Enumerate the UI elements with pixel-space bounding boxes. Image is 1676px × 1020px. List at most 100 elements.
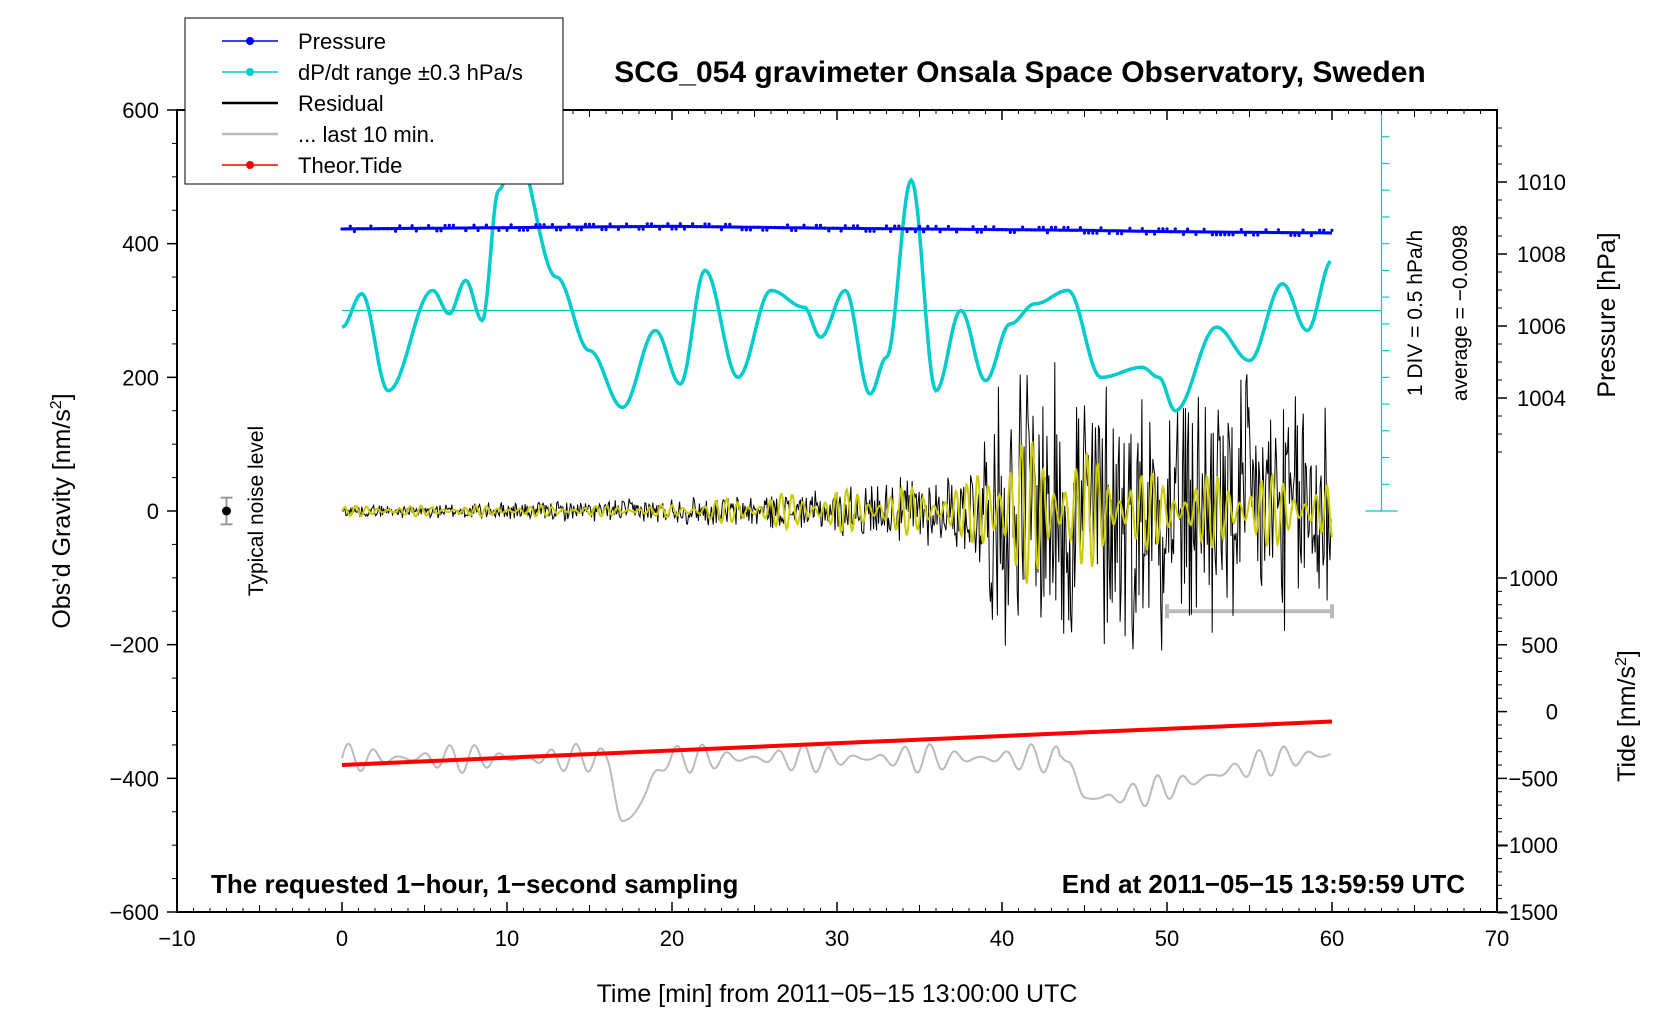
pressure-point xyxy=(955,230,959,234)
pressure-point xyxy=(1054,225,1058,229)
noise-level-label: Typical noise level xyxy=(245,426,268,596)
pressure-point xyxy=(517,228,522,232)
pressure-point xyxy=(356,227,361,231)
tide-axis-title: Tide [nm/s2] xyxy=(1613,650,1641,782)
pressure-point xyxy=(678,222,682,226)
pressure-point xyxy=(538,223,542,227)
pressure-point xyxy=(992,225,996,229)
pressure-tick-label: 1006 xyxy=(1517,314,1566,339)
pressure-point xyxy=(1066,225,1070,230)
pressure-point xyxy=(711,225,715,229)
pressure-point xyxy=(831,226,835,230)
pressure-point xyxy=(1223,233,1227,237)
pressure-point xyxy=(806,226,810,230)
pressure-point xyxy=(1095,231,1099,235)
pressure-point xyxy=(637,227,641,231)
dpdt-average-label: average = −0.0098 xyxy=(1449,225,1472,401)
pressure-point xyxy=(1181,232,1186,236)
pressure-point xyxy=(476,228,480,233)
pressure-point xyxy=(1070,228,1074,232)
annotation-sampling: The requested 1−hour, 1−second sampling xyxy=(211,869,738,899)
pressure-point xyxy=(1025,228,1029,232)
pressure-point xyxy=(1280,231,1285,235)
legend-marker-pressure xyxy=(246,37,254,45)
pressure-point xyxy=(1256,233,1260,237)
left-tick-label: −400 xyxy=(109,766,159,791)
pressure-point xyxy=(658,227,662,231)
pressure-point xyxy=(761,228,765,232)
dpdt-div-label: 1 DIV = 0.5 hPa/h xyxy=(1404,230,1427,396)
pressure-point xyxy=(1049,225,1054,229)
pressure-point xyxy=(1087,231,1091,235)
pressure-point xyxy=(513,226,517,230)
pressure-point xyxy=(1062,225,1066,230)
pressure-point xyxy=(406,226,410,230)
pressure-point xyxy=(1210,233,1214,237)
axes: −10 0 10 20 30 40 50 60 70 −600 −400 −200 0 200 400 600… xyxy=(109,98,1566,951)
x-tick-label: 10 xyxy=(495,926,519,951)
pressure-point xyxy=(567,222,571,227)
pressure-point xyxy=(1111,229,1115,233)
pressure-point xyxy=(451,223,455,227)
pressure-point xyxy=(876,227,880,231)
pressure-point xyxy=(1301,228,1305,232)
pressure-point xyxy=(1120,232,1124,236)
legend-label-dp-dt-range-0-3-hpa-s: dP/dt range ±0.3 hPa/s xyxy=(298,60,523,85)
pressure-point xyxy=(913,230,918,234)
pressure-point xyxy=(802,223,806,227)
legend-marker-dp-dt-range-0-3-hpa-s xyxy=(246,68,254,76)
pressure-point xyxy=(546,225,550,229)
pressure-point xyxy=(497,228,501,232)
pressure-point xyxy=(827,229,831,233)
pressure-point xyxy=(575,228,579,232)
pressure-point xyxy=(1029,228,1033,232)
pressure-point xyxy=(455,226,460,230)
tide-tick-label: 1000 xyxy=(1509,566,1558,591)
pressure-point xyxy=(340,227,344,231)
pressure-point xyxy=(583,222,588,226)
pressure-point xyxy=(818,223,823,227)
pressure-point xyxy=(728,222,732,226)
pressure-point xyxy=(889,229,893,233)
pressure-point xyxy=(509,223,513,227)
pressure-point xyxy=(917,224,922,228)
pressure-point xyxy=(377,227,381,231)
pressure-point xyxy=(427,224,431,228)
left-axis-title: Obs’d Gravity [nm/s2] xyxy=(48,393,76,628)
pressure-point xyxy=(893,224,897,228)
pressure-point xyxy=(369,224,373,228)
pressure-point xyxy=(348,224,352,228)
pressure-point xyxy=(571,225,575,229)
pressure-point xyxy=(930,227,934,231)
pressure-point xyxy=(662,224,666,228)
pressure-point xyxy=(534,223,538,227)
pressure-point xyxy=(942,227,946,231)
pressure-point xyxy=(501,226,505,230)
series-curves xyxy=(220,109,1398,823)
pressure-point xyxy=(1235,230,1239,234)
x-tick-label: 40 xyxy=(990,926,1014,951)
pressure-point xyxy=(1293,233,1297,237)
pressure-point xyxy=(1177,230,1181,234)
pressure-point xyxy=(418,226,422,230)
pressure-point xyxy=(1247,230,1252,234)
pressure-point xyxy=(1326,231,1330,235)
x-tick-label: 0 xyxy=(336,926,348,951)
pressure-point xyxy=(484,223,488,227)
pressure-point xyxy=(579,228,583,232)
pressure-point xyxy=(1313,231,1318,235)
pressure-point xyxy=(414,229,418,233)
pressure-point xyxy=(666,222,670,226)
pressure-point xyxy=(719,228,724,232)
pressure-point xyxy=(926,224,930,228)
pressure-point xyxy=(521,228,526,232)
pressure-point xyxy=(740,228,744,232)
pressure-point xyxy=(352,229,356,234)
pressure-point xyxy=(777,226,781,230)
pressure-point xyxy=(897,224,901,228)
pressure-point xyxy=(1305,231,1309,235)
legend-box xyxy=(184,17,564,185)
pressure-point xyxy=(810,226,814,230)
pressure-point xyxy=(975,230,979,234)
pressure-point xyxy=(460,226,464,230)
